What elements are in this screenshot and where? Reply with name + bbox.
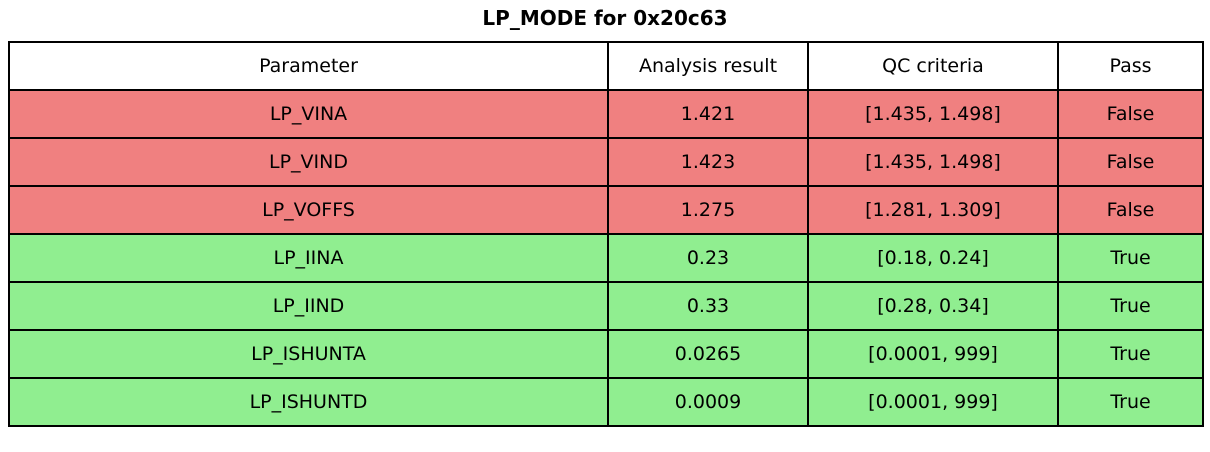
cell-parameter: LP_IIND (8, 281, 609, 331)
cell-pass: False (1057, 185, 1204, 235)
table-body: LP_VINA 1.421 [1.435, 1.498] False LP_VI… (8, 89, 1204, 427)
cell-qc-criteria: [1.435, 1.498] (807, 137, 1059, 187)
cell-parameter: LP_IINA (8, 233, 609, 283)
cell-analysis-result: 1.421 (607, 89, 809, 139)
table-row: LP_VIND 1.423 [1.435, 1.498] False (8, 137, 1204, 187)
cell-analysis-result: 0.23 (607, 233, 809, 283)
table-row: LP_IIND 0.33 [0.28, 0.34] True (8, 281, 1204, 331)
cell-pass: True (1057, 281, 1204, 331)
cell-qc-criteria: [0.18, 0.24] (807, 233, 1059, 283)
cell-parameter: LP_VINA (8, 89, 609, 139)
header-analysis-result: Analysis result (607, 41, 809, 91)
cell-qc-criteria: [0.28, 0.34] (807, 281, 1059, 331)
qc-results-table: Parameter Analysis result QC criteria Pa… (8, 41, 1204, 427)
table-row: LP_VINA 1.421 [1.435, 1.498] False (8, 89, 1204, 139)
cell-pass: False (1057, 89, 1204, 139)
header-pass: Pass (1057, 41, 1204, 91)
cell-parameter: LP_VOFFS (8, 185, 609, 235)
header-parameter: Parameter (8, 41, 609, 91)
cell-pass: True (1057, 233, 1204, 283)
cell-qc-criteria: [1.281, 1.309] (807, 185, 1059, 235)
cell-pass: True (1057, 377, 1204, 427)
cell-parameter: LP_ISHUNTA (8, 329, 609, 379)
cell-parameter: LP_VIND (8, 137, 609, 187)
cell-qc-criteria: [0.0001, 999] (807, 329, 1059, 379)
cell-qc-criteria: [1.435, 1.498] (807, 89, 1059, 139)
table-row: LP_ISHUNTA 0.0265 [0.0001, 999] True (8, 329, 1204, 379)
cell-pass: False (1057, 137, 1204, 187)
cell-qc-criteria: [0.0001, 999] (807, 377, 1059, 427)
cell-pass: True (1057, 329, 1204, 379)
table-header: Parameter Analysis result QC criteria Pa… (8, 41, 1204, 91)
table-row: LP_IINA 0.23 [0.18, 0.24] True (8, 233, 1204, 283)
cell-analysis-result: 0.0009 (607, 377, 809, 427)
cell-analysis-result: 0.0265 (607, 329, 809, 379)
cell-analysis-result: 1.423 (607, 137, 809, 187)
cell-analysis-result: 0.33 (607, 281, 809, 331)
table-row: LP_ISHUNTD 0.0009 [0.0001, 999] True (8, 377, 1204, 427)
header-row: Parameter Analysis result QC criteria Pa… (8, 41, 1204, 91)
header-qc-criteria: QC criteria (807, 41, 1059, 91)
page-title: LP_MODE for 0x20c63 (482, 6, 728, 30)
cell-analysis-result: 1.275 (607, 185, 809, 235)
cell-parameter: LP_ISHUNTD (8, 377, 609, 427)
table-row: LP_VOFFS 1.275 [1.281, 1.309] False (8, 185, 1204, 235)
